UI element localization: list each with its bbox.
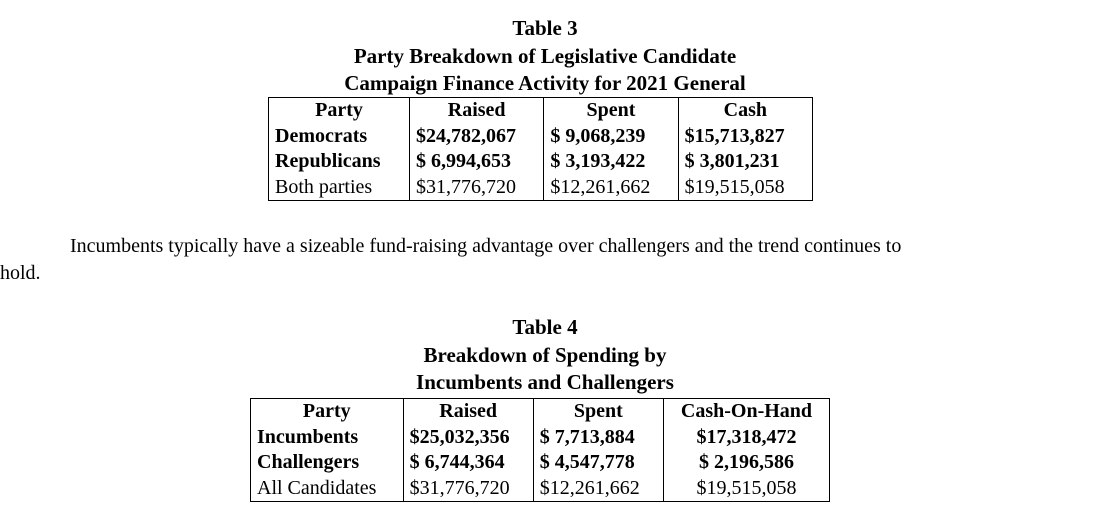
cell: $ 7,713,884: [532, 424, 664, 450]
cell: $19,515,058: [662, 475, 831, 502]
table-header-row: Party Raised Spent Cash: [268, 97, 814, 124]
table-row: Incumbents $25,032,356 $ 7,713,884 $17,3…: [250, 424, 831, 450]
cell: Democrats: [268, 123, 410, 149]
cell: $ 3,801,231: [677, 149, 814, 175]
cell: $ 6,744,364: [402, 450, 534, 476]
paragraph-line: Incumbents typically have a sizeable fun…: [70, 235, 902, 257]
header-party: Party: [268, 97, 410, 124]
table-row: All Candidates $31,776,720 $12,261,662 $…: [250, 475, 831, 502]
cell: Challengers: [250, 450, 404, 476]
table3-caption-number: Table 3: [512, 16, 578, 40]
cell: Republicans: [268, 149, 410, 175]
header-raised: Raised: [408, 97, 545, 124]
table3-caption-subtitle: Campaign Finance Activity for 2021 Gener…: [344, 71, 746, 95]
cell: $12,261,662: [532, 475, 664, 502]
header-raised: Raised: [402, 398, 534, 425]
table-header-row: Party Raised Spent Cash-On-Hand: [250, 398, 831, 425]
table3: Party Raised Spent Cash Democrats $24,78…: [268, 97, 814, 201]
header-spent: Spent: [543, 97, 679, 124]
paragraph-line: hold.: [0, 262, 41, 284]
cell: $17,318,472: [662, 424, 831, 450]
cell: $ 4,547,778: [532, 450, 664, 476]
header-cash-on-hand: Cash-On-Hand: [662, 398, 831, 425]
table4-caption-title: Breakdown of Spending by: [423, 343, 667, 367]
table-row: Challengers $ 6,744,364 $ 4,547,778 $ 2,…: [250, 450, 831, 476]
cell: $ 2,196,586: [662, 450, 831, 476]
table-row: Republicans $ 6,994,653 $ 3,193,422 $ 3,…: [268, 149, 814, 175]
cell: $19,515,058: [677, 174, 814, 201]
table-row: Democrats $24,782,067 $ 9,068,239 $15,71…: [268, 123, 814, 149]
cell: $ 9,068,239: [543, 123, 679, 149]
table4-caption-subtitle: Incumbents and Challengers: [416, 370, 674, 394]
cell: $12,261,662: [543, 174, 679, 201]
cell: $15,713,827: [677, 123, 814, 149]
cell: Incumbents: [250, 424, 404, 450]
table3-caption-title: Party Breakdown of Legislative Candidate: [353, 44, 737, 68]
cell: $31,776,720: [402, 475, 534, 502]
table4-caption-number: Table 4: [512, 315, 578, 339]
table-row: Both parties $31,776,720 $12,261,662 $19…: [268, 174, 814, 201]
cell: $25,032,356: [402, 424, 534, 450]
header-spent: Spent: [532, 398, 664, 425]
cell: $31,776,720: [408, 174, 545, 201]
header-party: Party: [250, 398, 404, 425]
header-cash: Cash: [677, 97, 814, 124]
cell: $24,782,067: [408, 123, 545, 149]
cell: $ 3,193,422: [543, 149, 679, 175]
cell: Both parties: [268, 174, 410, 201]
cell: $ 6,994,653: [408, 149, 545, 175]
cell: All Candidates: [250, 475, 404, 502]
table4: Party Raised Spent Cash-On-Hand Incumben…: [250, 398, 831, 502]
